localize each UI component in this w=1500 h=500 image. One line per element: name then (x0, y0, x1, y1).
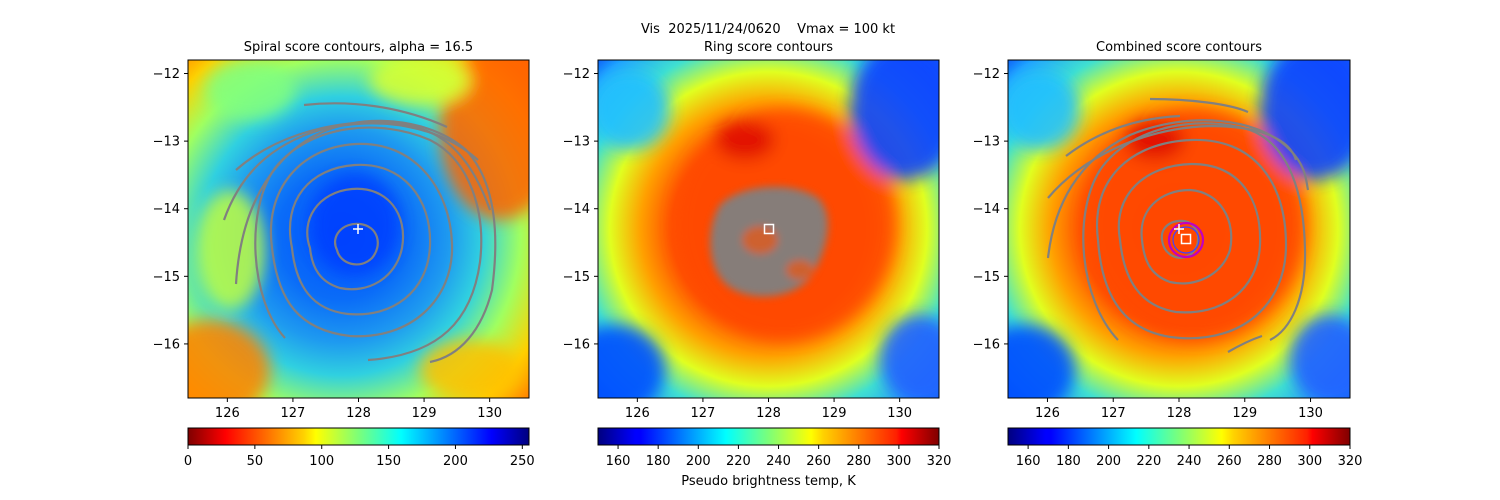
colorbar-ring-ticks: 160 180 200 220 240 260 280 300 320 (606, 445, 952, 469)
colorbar-tick-label: 160 (1016, 454, 1041, 469)
x-tick-label: 129 (1232, 406, 1257, 421)
colorbar-tick-label: 280 (1257, 454, 1282, 469)
panel-spiral-title: Spiral score contours, alpha = 16.5 (244, 40, 473, 55)
x-tick-label: 127 (281, 406, 306, 421)
y-tick-label: −16 (973, 337, 1000, 352)
y-tick-label: −15 (153, 270, 180, 285)
panel-combined-axes: 126 127 128 129 130 −12 −13 −14 −15 −16 (973, 67, 1323, 421)
panel-spiral-contours (222, 102, 497, 364)
colorbar-spiral: 0 50 100 150 200 250 (184, 427, 535, 469)
colorbar-ring-label: Pseudo brightness temp, K (681, 474, 856, 489)
colorbar-ring-bar (597, 427, 940, 446)
y-tick-label: −12 (973, 67, 1000, 82)
x-tick-label: 128 (1167, 406, 1192, 421)
y-tick-label: −14 (153, 202, 180, 217)
colorbar-tick-label: 280 (846, 454, 871, 469)
colorbar-tick-label: 260 (806, 454, 831, 469)
panel-combined-title: Combined score contours (1096, 40, 1262, 55)
panel-ring-center-marker (763, 223, 775, 235)
panel-spiral-image (188, 60, 529, 398)
panel-combined-eye-circle (1167, 221, 1205, 259)
colorbar-ring: 160 180 200 220 240 260 280 300 320 Pseudo brigh… (597, 427, 952, 489)
colorbar-tick-label: 320 (1338, 454, 1363, 469)
panel-combined: Combined score contours (973, 40, 1363, 469)
y-tick-label: −15 (563, 270, 590, 285)
panel-ring: Ring score contours 126 127 128 129 130 −12 −1… (563, 40, 952, 489)
x-tick-label: 128 (756, 406, 781, 421)
colorbar-tick-label: 250 (510, 454, 535, 469)
x-tick-label: 126 (625, 406, 650, 421)
colorbar-spiral-ticks: 0 50 100 150 200 250 (184, 445, 535, 469)
colorbar-tick-label: 200 (1096, 454, 1121, 469)
y-tick-label: −15 (973, 270, 1000, 285)
x-tick-label: 127 (691, 406, 716, 421)
colorbar-tick-label: 150 (376, 454, 401, 469)
panel-combined-square-marker (1180, 233, 1192, 245)
x-tick-label: 130 (477, 406, 502, 421)
panel-combined-contours (1046, 97, 1310, 353)
colorbar-tick-label: 200 (686, 454, 711, 469)
x-tick-label: 127 (1101, 406, 1126, 421)
panel-ring-image (598, 60, 939, 398)
panel-spiral-axes: 126 127 128 129 130 −12 −13 −14 −15 −16 (153, 67, 503, 421)
x-tick-label: 130 (887, 406, 912, 421)
colorbar-tick-label: 160 (606, 454, 631, 469)
colorbar-tick-label: 0 (184, 454, 192, 469)
panel-ring-title: Ring score contours (704, 40, 833, 55)
colorbar-tick-label: 220 (1136, 454, 1161, 469)
colorbar-combined: 160 180 200 220 240 260 280 300 320 (1007, 427, 1363, 469)
y-tick-label: −13 (153, 135, 180, 150)
x-tick-label: 126 (1035, 406, 1060, 421)
colorbar-tick-label: 100 (309, 454, 334, 469)
y-tick-label: −12 (563, 67, 590, 82)
panel-combined-plus-marker (1174, 224, 1184, 234)
colorbar-tick-label: 180 (646, 454, 671, 469)
colorbar-tick-label: 50 (247, 454, 264, 469)
colorbar-tick-label: 180 (1056, 454, 1081, 469)
colorbar-combined-ticks: 160 180 200 220 240 260 280 300 320 (1016, 445, 1363, 469)
y-tick-label: −16 (153, 337, 180, 352)
colorbar-tick-label: 300 (886, 454, 911, 469)
panel-spiral: Spiral score contours, alpha = 16.5 (153, 40, 535, 469)
y-tick-label: −12 (153, 67, 180, 82)
y-tick-label: −13 (973, 135, 1000, 150)
x-tick-label: 130 (1298, 406, 1323, 421)
panel-ring-axes: 126 127 128 129 130 −12 −13 −14 −15 −16 (563, 67, 913, 421)
y-tick-label: −13 (563, 135, 590, 150)
figure-suptitle: Vis 2025/11/24/0620 Vmax = 100 kt (640, 22, 896, 37)
panel-spiral-center-marker (353, 224, 363, 234)
panel-combined-image (1008, 60, 1350, 398)
colorbar-tick-label: 300 (1297, 454, 1322, 469)
y-tick-label: −14 (973, 202, 1000, 217)
y-tick-label: −14 (563, 202, 590, 217)
colorbar-tick-label: 200 (443, 454, 468, 469)
x-tick-label: 129 (822, 406, 847, 421)
colorbar-tick-label: 260 (1217, 454, 1242, 469)
x-tick-label: 126 (215, 406, 240, 421)
colorbar-tick-label: 240 (1177, 454, 1202, 469)
colorbar-tick-label: 320 (927, 454, 952, 469)
colorbar-spiral-bar (187, 427, 530, 446)
colorbar-tick-label: 220 (726, 454, 751, 469)
colorbar-combined-bar (1007, 427, 1351, 446)
x-tick-label: 129 (412, 406, 437, 421)
colorbar-tick-label: 240 (766, 454, 791, 469)
x-tick-label: 128 (346, 406, 371, 421)
y-tick-label: −16 (563, 337, 590, 352)
